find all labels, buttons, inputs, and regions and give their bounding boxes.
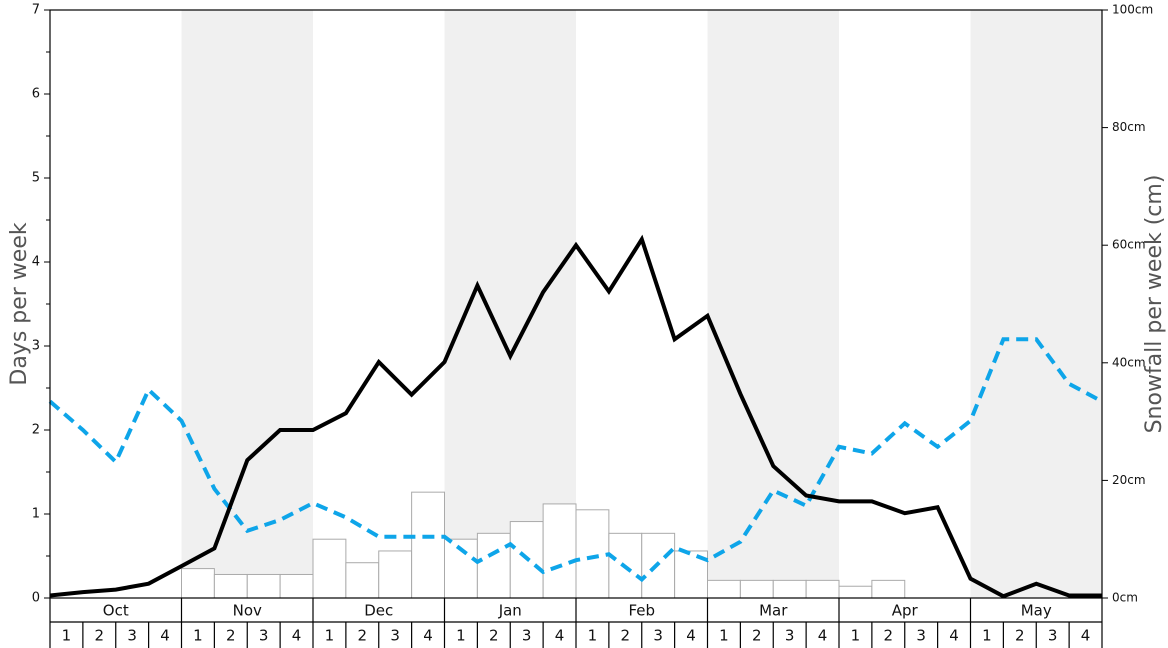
right-axis-ticks: 0cm 20cm 40cm 60cm 80cm 100cm xyxy=(1102,3,1153,605)
snowfall-bar xyxy=(542,503,577,599)
week-label: 2 xyxy=(884,627,894,645)
week-label: 3 xyxy=(390,627,400,645)
snowfall-bar xyxy=(312,538,347,599)
right-tick-label: 40cm xyxy=(1112,355,1146,369)
month-label: May xyxy=(1021,602,1052,620)
snowfall-bar xyxy=(838,585,873,599)
dashed-series-line xyxy=(48,337,1103,583)
snowfall-bar xyxy=(739,579,774,599)
snowfall-bar xyxy=(279,573,314,599)
week-label: 4 xyxy=(423,627,433,645)
week-label: 4 xyxy=(949,627,959,645)
week-label: 2 xyxy=(358,627,368,645)
month-label: Apr xyxy=(892,602,919,620)
snowfall-bar xyxy=(246,573,281,599)
right-tick-label: 20cm xyxy=(1112,473,1146,487)
week-label: 3 xyxy=(916,627,926,645)
week-label: 2 xyxy=(752,627,762,645)
month-band-jan xyxy=(444,10,576,598)
month-label: Jan xyxy=(498,602,522,620)
week-label: 3 xyxy=(522,627,532,645)
month-bands xyxy=(181,10,1102,598)
snowfall-bar xyxy=(772,579,807,599)
month-labels: Oct Nov Dec Jan Feb Mar Apr May xyxy=(103,602,1052,620)
left-tick-label: 7 xyxy=(32,3,40,18)
snowfall-bars xyxy=(181,491,906,599)
left-axis-ticks: 0 1 2 3 4 5 6 7 xyxy=(32,3,50,606)
week-label: 4 xyxy=(1081,627,1091,645)
week-label: 2 xyxy=(621,627,631,645)
solid-series-line xyxy=(49,234,1102,599)
month-band-nov xyxy=(181,10,313,598)
month-label: Dec xyxy=(364,602,393,620)
month-label: Oct xyxy=(103,602,129,620)
left-tick-label: 1 xyxy=(32,507,40,522)
right-tick-label: 80cm xyxy=(1112,120,1146,134)
week-label: 3 xyxy=(127,627,137,645)
right-tick-label: 100cm xyxy=(1112,3,1153,17)
week-label: 4 xyxy=(292,627,302,645)
week-label: 2 xyxy=(1015,627,1025,645)
week-label: 4 xyxy=(818,627,828,645)
left-tick-label: 5 xyxy=(32,171,40,186)
week-label: 3 xyxy=(1048,627,1058,645)
left-tick-label: 3 xyxy=(32,339,40,354)
week-label: 2 xyxy=(489,627,499,645)
snowfall-bar xyxy=(345,562,380,599)
week-label: 1 xyxy=(325,627,335,645)
month-label: Feb xyxy=(628,602,655,620)
week-label: 3 xyxy=(259,627,269,645)
week-label: 3 xyxy=(785,627,795,645)
month-band-mar xyxy=(707,10,839,598)
week-label: 1 xyxy=(851,627,861,645)
snowfall-bar xyxy=(476,532,511,599)
snowfall-bar xyxy=(378,550,413,599)
week-label: 1 xyxy=(456,627,466,645)
snowfall-bar xyxy=(871,579,906,599)
week-label: 4 xyxy=(686,627,696,645)
series-lines xyxy=(48,234,1103,599)
left-tick-label: 2 xyxy=(32,423,40,438)
week-label: 2 xyxy=(226,627,236,645)
snowfall-bar xyxy=(411,491,445,599)
snowfall-bar xyxy=(575,509,610,599)
y2-axis-title: Snowfall per week (cm) xyxy=(1142,175,1167,434)
right-tick-label: 0cm xyxy=(1112,591,1138,605)
month-label: Mar xyxy=(759,602,788,620)
month-label: Nov xyxy=(233,602,262,620)
month-band-may xyxy=(970,10,1102,598)
week-label: 1 xyxy=(62,627,72,645)
week-label: 1 xyxy=(719,627,729,645)
y-axis-title: Days per week xyxy=(7,222,32,385)
week-label: 4 xyxy=(160,627,170,645)
week-label: 1 xyxy=(193,627,203,645)
snowfall-bar xyxy=(181,568,215,599)
week-label: 2 xyxy=(95,627,105,645)
snowfall-bar xyxy=(805,579,840,599)
left-tick-label: 0 xyxy=(32,591,40,606)
right-tick-label: 60cm xyxy=(1112,238,1146,252)
snowfall-bar xyxy=(707,579,741,599)
week-label: 3 xyxy=(653,627,663,645)
week-label: 1 xyxy=(588,627,598,645)
left-tick-label: 6 xyxy=(32,87,40,102)
snowfall-bar xyxy=(213,573,248,599)
left-tick-label: 4 xyxy=(32,255,40,270)
week-labels: 1 2 3 4 1 2 3 4 1 2 3 4 1 2 3 4 1 2 3 4 1 2 3 4 1 2 3 4 1 2 3 4 xyxy=(62,627,1091,645)
week-label: 1 xyxy=(982,627,992,645)
week-label: 4 xyxy=(555,627,565,645)
